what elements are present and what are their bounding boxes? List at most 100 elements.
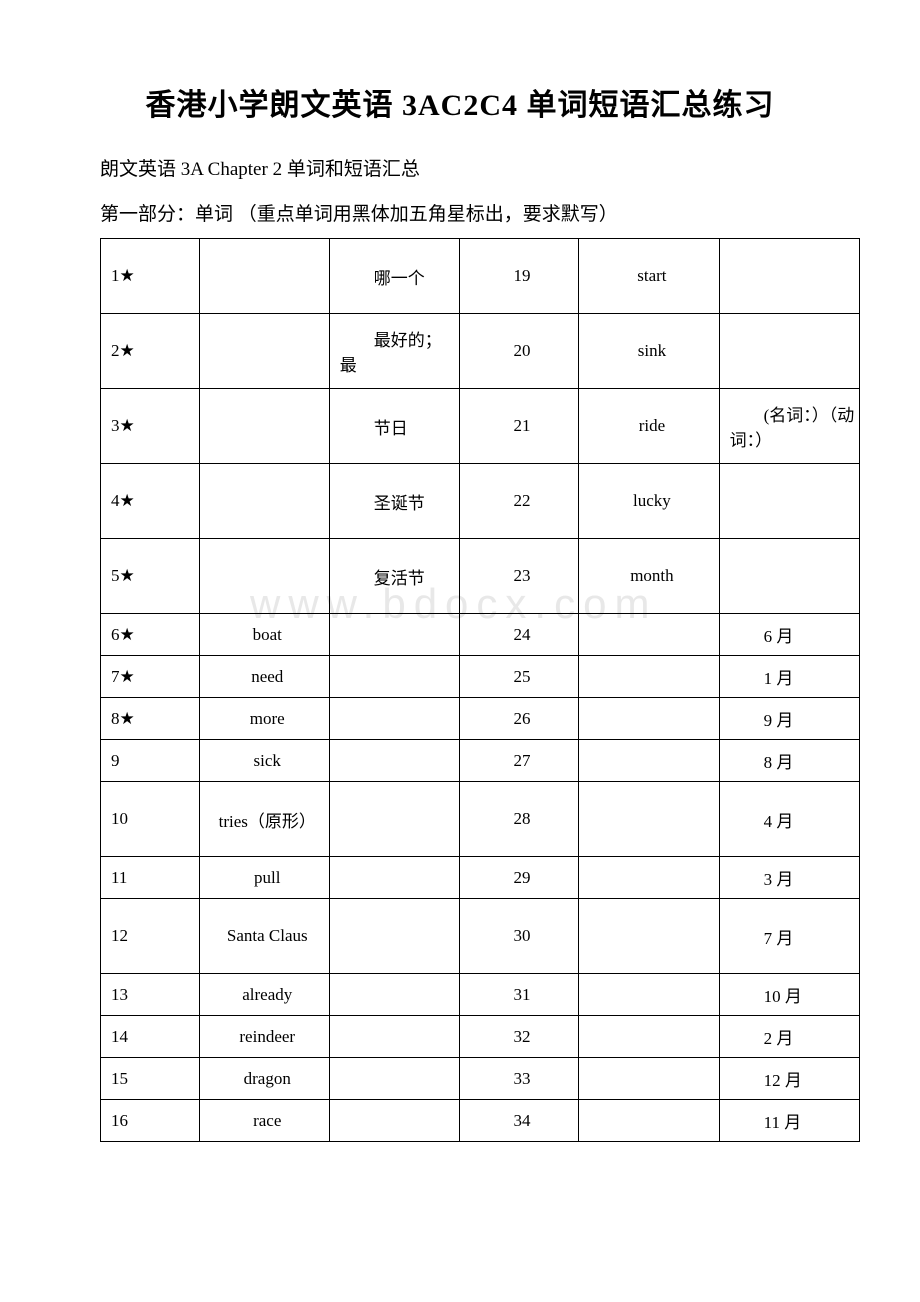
definition-left [329,1058,459,1100]
definition-right: 1 月 [719,656,859,698]
word-right [579,656,719,698]
definition-right: 4 月 [719,782,859,857]
row-number-left: 11 [101,857,200,899]
row-number-left: 8★ [101,698,200,740]
word-left: dragon [199,1058,329,1100]
definition-right: 9 月 [719,698,859,740]
word-left: need [199,656,329,698]
row-number-right: 21 [459,389,579,464]
word-left [199,389,329,464]
row-number-left: 13 [101,974,200,1016]
word-right [579,899,719,974]
definition-right: 8 月 [719,740,859,782]
word-right: lucky [579,464,719,539]
row-number-left: 1★ [101,239,200,314]
definition-right [719,539,859,614]
word-right: ride [579,389,719,464]
definition-left [329,656,459,698]
row-number-right: 23 [459,539,579,614]
section-label: 第一部分：单词 （重点单词用黑体加五角星标出，要求默写） [100,199,860,226]
definition-left: 最好的；最 [329,314,459,389]
word-right [579,782,719,857]
word-right [579,857,719,899]
row-number-left: 12 [101,899,200,974]
row-number-right: 34 [459,1100,579,1142]
definition-left [329,740,459,782]
row-number-left: 4★ [101,464,200,539]
word-right [579,1016,719,1058]
definition-left [329,974,459,1016]
definition-right: (名词：）（动词：） [719,389,859,464]
word-right [579,1100,719,1142]
word-left: tries（原形） [199,782,329,857]
definition-left: 节日 [329,389,459,464]
word-right [579,740,719,782]
word-right: sink [579,314,719,389]
word-left [199,539,329,614]
row-number-left: 5★ [101,539,200,614]
word-right [579,614,719,656]
word-left [199,464,329,539]
table-row: 4★圣诞节22lucky [101,464,860,539]
row-number-right: 32 [459,1016,579,1058]
definition-left: 复活节 [329,539,459,614]
definition-left [329,698,459,740]
table-row: 8★more 26 9 月 [101,698,860,740]
word-right [579,1058,719,1100]
definition-right: 10 月 [719,974,859,1016]
definition-left: 圣诞节 [329,464,459,539]
row-number-left: 2★ [101,314,200,389]
table-row: 9sick 27 8 月 [101,740,860,782]
word-left: pull [199,857,329,899]
row-number-right: 26 [459,698,579,740]
row-number-right: 33 [459,1058,579,1100]
table-row: 3★ 节日21ride(名词：）（动词：） [101,389,860,464]
row-number-left: 15 [101,1058,200,1100]
row-number-left: 9 [101,740,200,782]
definition-left [329,614,459,656]
page-title: 香港小学朗文英语 3AC2C4 单词短语汇总练习 [60,80,860,124]
table-row: 16race3411 月 [101,1100,860,1142]
word-left: race [199,1100,329,1142]
row-number-right: 31 [459,974,579,1016]
table-row: 11pull293 月 [101,857,860,899]
row-number-right: 24 [459,614,579,656]
row-number-left: 3★ [101,389,200,464]
row-number-left: 10 [101,782,200,857]
row-number-right: 19 [459,239,579,314]
subtitle-text: 朗文英语 3A Chapter 2 单词和短语汇总 [100,154,860,181]
row-number-right: 30 [459,899,579,974]
row-number-left: 6★ [101,614,200,656]
definition-right: 6 月 [719,614,859,656]
row-number-right: 25 [459,656,579,698]
definition-left: 哪一个 [329,239,459,314]
table-row: 7★need251 月 [101,656,860,698]
word-left: boat [199,614,329,656]
word-right [579,974,719,1016]
definition-left [329,1100,459,1142]
word-left: more [199,698,329,740]
table-row: 2★最好的；最20sink [101,314,860,389]
definition-right: 7 月 [719,899,859,974]
definition-left [329,857,459,899]
table-row: 13already 31 10 月 [101,974,860,1016]
definition-right: 3 月 [719,857,859,899]
table-row: 12Santa Claus 30 7 月 [101,899,860,974]
row-number-left: 16 [101,1100,200,1142]
row-number-right: 27 [459,740,579,782]
word-right: month [579,539,719,614]
definition-right: 12 月 [719,1058,859,1100]
definition-right: 2 月 [719,1016,859,1058]
definition-left [329,782,459,857]
word-right: start [579,239,719,314]
table-row: 1★ 哪一个19start [101,239,860,314]
word-left: sick [199,740,329,782]
word-left: reindeer [199,1016,329,1058]
table-row: 15dragon 33 12 月 [101,1058,860,1100]
row-number-left: 14 [101,1016,200,1058]
word-left: already [199,974,329,1016]
row-number-right: 28 [459,782,579,857]
word-left: Santa Claus [199,899,329,974]
word-right [579,698,719,740]
table-row: 5★ 复活节23month [101,539,860,614]
